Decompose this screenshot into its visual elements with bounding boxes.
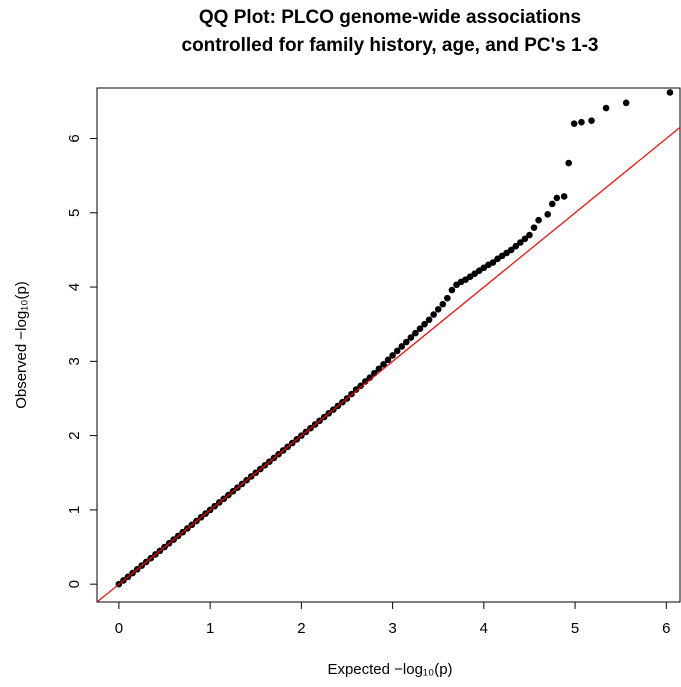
point xyxy=(570,120,578,127)
point xyxy=(544,210,552,218)
point xyxy=(521,235,529,243)
y-axis-label: Observed −log₁₀(p) xyxy=(13,281,30,409)
point xyxy=(389,352,396,359)
point xyxy=(526,231,533,239)
point xyxy=(602,104,610,112)
point xyxy=(380,361,387,368)
y-tick-label: 2 xyxy=(66,431,83,439)
point xyxy=(439,300,447,308)
chart-subtitle: controlled for family history, age, and … xyxy=(182,35,599,56)
point xyxy=(384,356,392,364)
point xyxy=(357,382,364,390)
point xyxy=(448,286,456,294)
x-tick-label: 0 xyxy=(115,620,123,637)
point xyxy=(517,239,524,246)
point xyxy=(421,320,428,328)
point xyxy=(407,334,415,341)
x-axis-label: Expected −log₁₀(p) xyxy=(327,661,452,678)
point xyxy=(548,200,556,208)
plot-area xyxy=(97,89,680,602)
y-tick-label: 3 xyxy=(66,357,83,365)
point xyxy=(588,117,595,124)
point xyxy=(402,338,410,346)
point xyxy=(553,194,561,202)
point xyxy=(425,316,433,324)
x-tick-label: 5 xyxy=(571,620,579,637)
point xyxy=(393,347,401,355)
point xyxy=(489,259,497,266)
x-tick-label: 4 xyxy=(480,620,488,637)
point xyxy=(565,159,572,167)
point xyxy=(622,99,630,107)
point xyxy=(530,224,538,231)
point xyxy=(412,329,419,337)
point xyxy=(444,294,451,302)
point xyxy=(578,118,585,126)
y-tick-label: 0 xyxy=(66,580,83,588)
x-tick-label: 2 xyxy=(297,620,305,637)
x-tick-label: 6 xyxy=(662,620,670,637)
x-tick-label: 3 xyxy=(388,620,396,637)
point xyxy=(430,311,437,318)
chart-title: QQ Plot: PLCO genome-wide associations xyxy=(199,7,581,28)
point xyxy=(666,89,674,96)
point xyxy=(535,216,542,224)
y-tick-label: 5 xyxy=(66,209,83,217)
point xyxy=(398,343,406,350)
point xyxy=(507,246,515,254)
point xyxy=(352,386,360,393)
y-tick-label: 1 xyxy=(66,506,83,514)
point xyxy=(512,242,520,250)
plot-frame xyxy=(96,87,681,603)
reference-line xyxy=(97,126,680,602)
point xyxy=(416,325,424,332)
point xyxy=(434,306,442,313)
y-tick-label: 6 xyxy=(66,134,83,142)
y-tick-label: 4 xyxy=(66,283,83,291)
point xyxy=(560,193,568,200)
x-tick-label: 1 xyxy=(206,620,214,637)
